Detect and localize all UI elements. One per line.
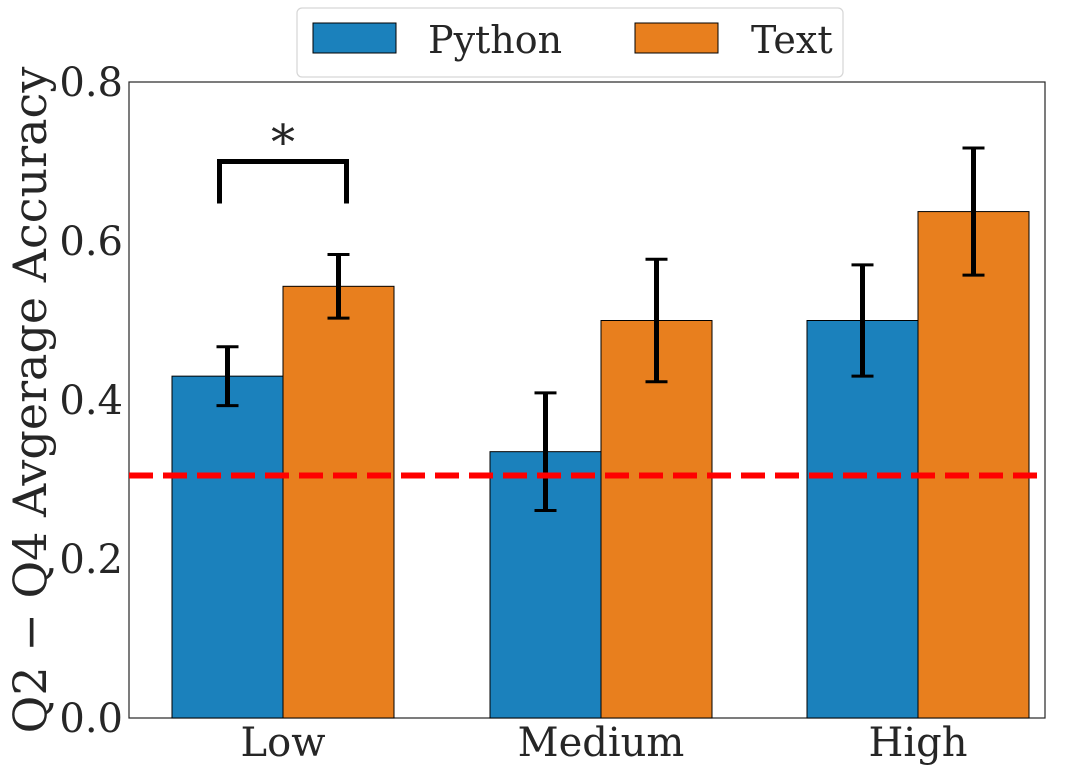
x-ticks-layer: Low Medium High xyxy=(241,720,968,766)
legend-label-text: Text xyxy=(751,18,833,62)
legend-swatch-python xyxy=(312,22,397,54)
bar-text-low xyxy=(282,285,395,719)
bar-text-high xyxy=(917,211,1030,719)
y-tick-label: 0.8 xyxy=(59,60,123,106)
y-tick-label: 0.0 xyxy=(59,696,123,742)
error-bar-text-high xyxy=(962,146,985,277)
y-tick-label: 0.4 xyxy=(59,378,123,424)
error-bar-python-low xyxy=(216,345,239,408)
legend-label-python: Python xyxy=(428,18,562,62)
bar-text-medium xyxy=(600,320,713,719)
x-tick-label-medium: Medium xyxy=(518,720,685,766)
y-tick-label: 0.2 xyxy=(59,537,123,583)
bar-python-high xyxy=(806,320,919,719)
error-bar-python-high xyxy=(851,263,874,378)
annotations-layer: * xyxy=(217,115,349,204)
x-tick-label-low: Low xyxy=(241,720,326,766)
bars-layer xyxy=(171,211,1030,719)
y-ticks-layer: 0.0 0.2 0.4 0.6 0.8 xyxy=(59,60,123,742)
x-tick-label-high: High xyxy=(868,720,967,766)
y-axis-title: Q2 − Q4 Avgerage Accuracy xyxy=(3,67,57,734)
bar-python-low xyxy=(171,375,284,719)
error-bar-text-medium xyxy=(645,257,668,384)
error-bar-text-low xyxy=(327,253,350,320)
significance-bracket xyxy=(217,159,349,204)
legend-swatch-text xyxy=(634,22,719,54)
error-bars-layer xyxy=(216,146,985,513)
legend: Python Text xyxy=(296,7,844,78)
significance-star: * xyxy=(271,115,295,171)
error-bar-python-medium xyxy=(534,391,557,513)
y-tick-label: 0.6 xyxy=(59,219,123,265)
